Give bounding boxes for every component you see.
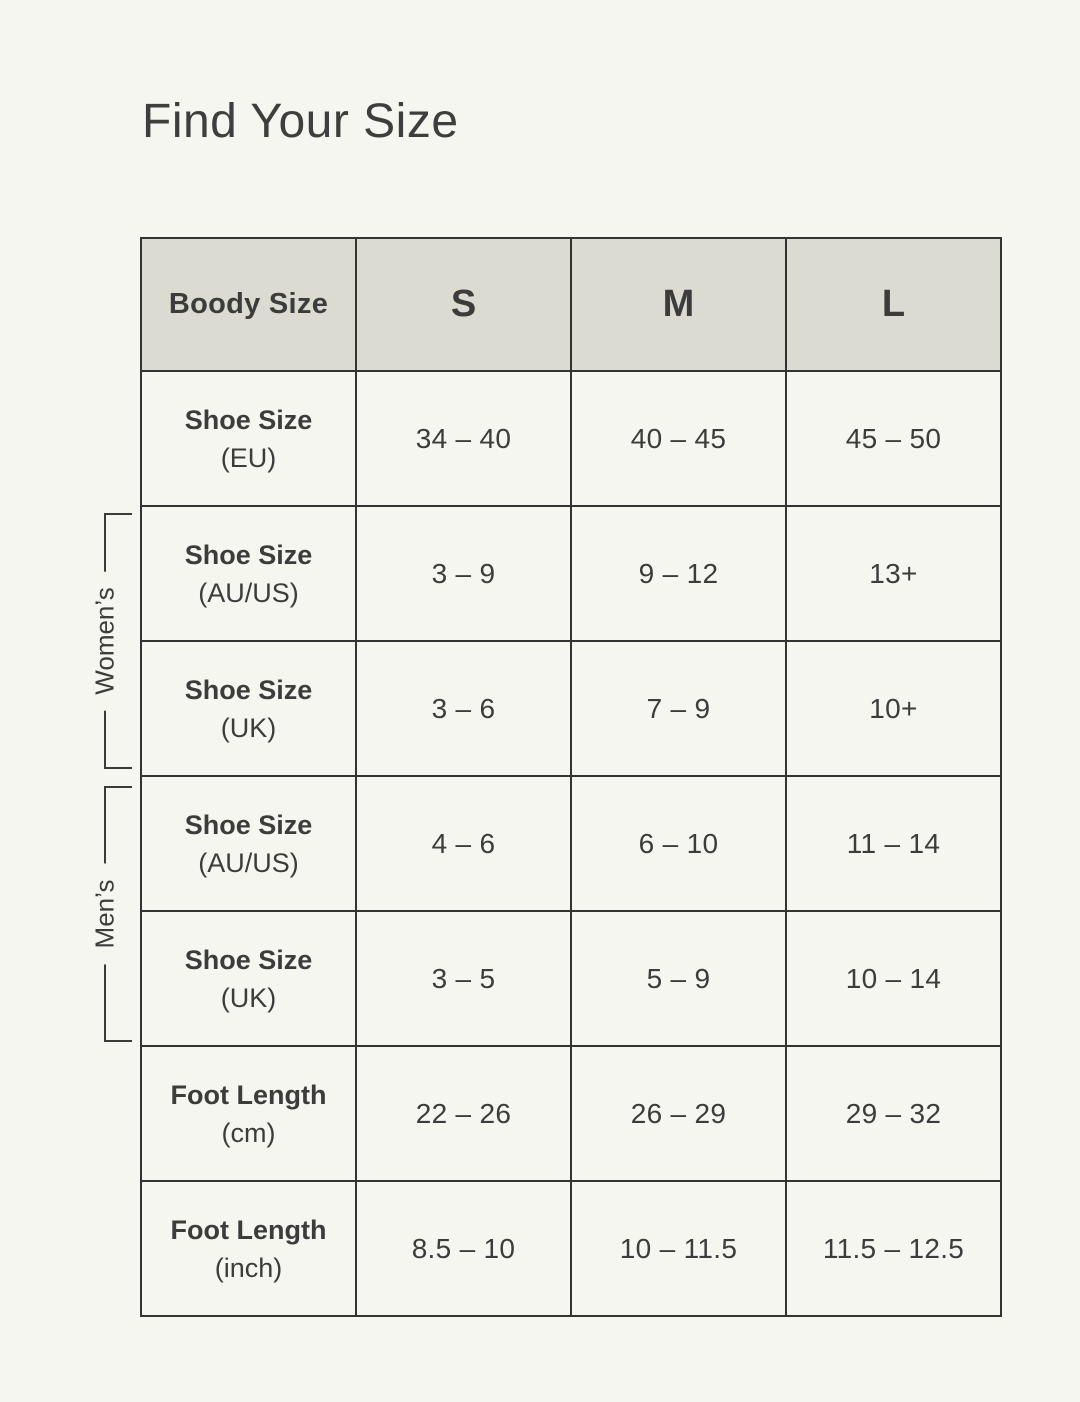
table-row: Shoe Size (AU/US) 4 – 6 6 – 10 11 – 14 bbox=[140, 775, 1002, 912]
size-table: Boody Size S M L Shoe Size (EU) 34 – 40 … bbox=[140, 237, 1002, 1317]
row-label: Shoe Size bbox=[184, 944, 313, 975]
row-header-shoe-size-uk-mens: Shoe Size (UK) bbox=[140, 910, 357, 1047]
cell-value: 11 – 14 bbox=[785, 775, 1002, 912]
row-sublabel: (UK) bbox=[220, 982, 277, 1013]
row-label: Shoe Size bbox=[184, 404, 313, 435]
cell-value: 10 – 14 bbox=[785, 910, 1002, 1047]
cell-value: 3 – 9 bbox=[355, 505, 572, 642]
row-sublabel: (UK) bbox=[220, 712, 277, 743]
cell-value: 4 – 6 bbox=[355, 775, 572, 912]
cell-value: 10 – 11.5 bbox=[570, 1180, 787, 1317]
cell-value: 10+ bbox=[785, 640, 1002, 777]
row-sublabel: (AU/US) bbox=[198, 847, 299, 878]
table-row: Foot Length (cm) 22 – 26 26 – 29 29 – 32 bbox=[140, 1045, 1002, 1182]
table-row: Shoe Size (UK) 3 – 6 7 – 9 10+ bbox=[140, 640, 1002, 777]
row-header-shoe-size-auus-womens: Shoe Size (AU/US) bbox=[140, 505, 357, 642]
table-row: Foot Length (inch) 8.5 – 10 10 – 11.5 11… bbox=[140, 1180, 1002, 1317]
cell-value: 7 – 9 bbox=[570, 640, 787, 777]
row-header-foot-length-cm: Foot Length (cm) bbox=[140, 1045, 357, 1182]
header-boody-size: Boody Size bbox=[140, 237, 357, 372]
cell-value: 6 – 10 bbox=[570, 775, 787, 912]
cell-value: 40 – 45 bbox=[570, 370, 787, 507]
row-label: Shoe Size bbox=[184, 539, 313, 570]
cell-value: 8.5 – 10 bbox=[355, 1180, 572, 1317]
table-row: Shoe Size (AU/US) 3 – 9 9 – 12 13+ bbox=[140, 505, 1002, 642]
cell-value: 5 – 9 bbox=[570, 910, 787, 1047]
row-sublabel: (cm) bbox=[221, 1117, 276, 1148]
cell-value: 45 – 50 bbox=[785, 370, 1002, 507]
row-label: Foot Length bbox=[170, 1079, 327, 1110]
header-size-s: S bbox=[355, 237, 572, 372]
header-size-l: L bbox=[785, 237, 1002, 372]
cell-value: 29 – 32 bbox=[785, 1045, 1002, 1182]
cell-value: 3 – 5 bbox=[355, 910, 572, 1047]
womens-group-label: Women’s bbox=[89, 571, 121, 711]
header-size-m: M bbox=[570, 237, 787, 372]
row-header-shoe-size-auus-mens: Shoe Size (AU/US) bbox=[140, 775, 357, 912]
row-label: Shoe Size bbox=[184, 674, 313, 705]
cell-value: 13+ bbox=[785, 505, 1002, 642]
row-label: Foot Length bbox=[170, 1214, 327, 1245]
cell-value: 11.5 – 12.5 bbox=[785, 1180, 1002, 1317]
row-sublabel: (AU/US) bbox=[198, 577, 299, 608]
page-title: Find Your Size bbox=[142, 95, 459, 148]
table-row: Shoe Size (EU) 34 – 40 40 – 45 45 – 50 bbox=[140, 370, 1002, 507]
row-header-foot-length-inch: Foot Length (inch) bbox=[140, 1180, 357, 1317]
row-header-shoe-size-uk-womens: Shoe Size (UK) bbox=[140, 640, 357, 777]
cell-value: 34 – 40 bbox=[355, 370, 572, 507]
mens-group-bracket: Men’s bbox=[89, 786, 132, 1042]
cell-value: 9 – 12 bbox=[570, 505, 787, 642]
row-sublabel: (inch) bbox=[214, 1252, 283, 1283]
row-header-shoe-size-eu: Shoe Size (EU) bbox=[140, 370, 357, 507]
table-row: Shoe Size (UK) 3 – 5 5 – 9 10 – 14 bbox=[140, 910, 1002, 1047]
cell-value: 26 – 29 bbox=[570, 1045, 787, 1182]
table-header-row: Boody Size S M L bbox=[140, 237, 1002, 372]
row-label: Shoe Size bbox=[184, 809, 313, 840]
mens-group-label: Men’s bbox=[89, 863, 121, 965]
cell-value: 22 – 26 bbox=[355, 1045, 572, 1182]
row-sublabel: (EU) bbox=[220, 442, 277, 473]
womens-group-bracket: Women’s bbox=[89, 513, 132, 769]
cell-value: 3 – 6 bbox=[355, 640, 572, 777]
